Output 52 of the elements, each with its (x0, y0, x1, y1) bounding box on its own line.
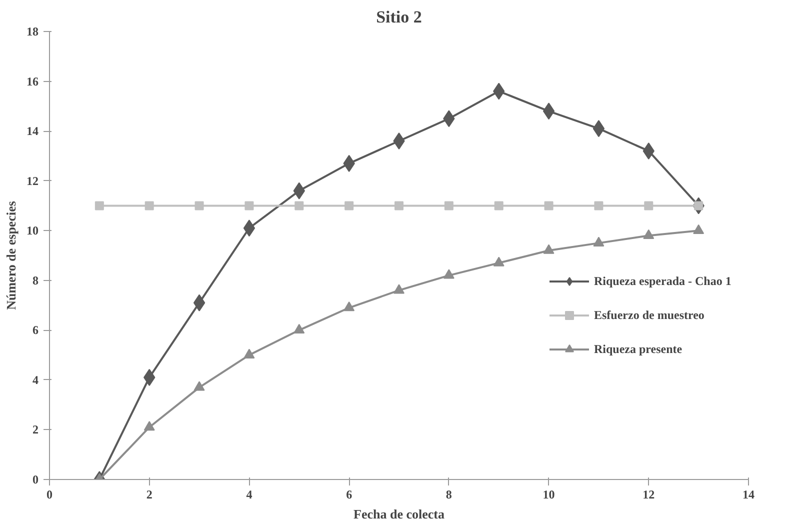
x-tick-label: 14 (742, 488, 754, 502)
point (644, 201, 654, 210)
y-tick-label: 6 (32, 323, 38, 338)
y-tick-label: 4 (32, 372, 38, 387)
point (443, 269, 454, 279)
point (444, 201, 454, 210)
point (594, 201, 604, 210)
point (94, 201, 104, 210)
x-tick-label: 4 (246, 488, 252, 502)
y-tick-label: 0 (32, 472, 38, 486)
point (643, 229, 654, 239)
point (193, 294, 206, 312)
point (344, 201, 354, 210)
y-tick-label: 14 (26, 124, 38, 138)
point (243, 220, 256, 237)
x-tick-label: 12 (642, 488, 655, 502)
point (693, 224, 704, 234)
x-tick-label: 2 (146, 488, 152, 502)
point (294, 201, 304, 210)
x-tick-label: 8 (446, 488, 452, 502)
point (194, 381, 205, 391)
point (593, 236, 604, 246)
point (394, 201, 404, 210)
point (144, 201, 154, 210)
point (144, 420, 155, 431)
y-tick-label: 2 (32, 422, 38, 437)
chart-title: Sitio 2 (376, 8, 422, 26)
point (544, 201, 554, 210)
x-tick-label: 6 (346, 488, 352, 502)
x-tick-label: 10 (542, 488, 555, 502)
x-tick-label: 0 (46, 488, 52, 502)
legend-label: Riqueza esperada - Chao 1 (594, 274, 732, 288)
legend-label: Esfuerzo de muestreo (594, 308, 704, 322)
legend-label: Riqueza presente (594, 342, 682, 356)
point (542, 102, 555, 120)
point (344, 301, 355, 312)
point (244, 348, 255, 358)
point (543, 244, 554, 254)
y-tick-label: 18 (26, 24, 38, 38)
y-tick-label: 8 (32, 273, 38, 288)
point (494, 201, 504, 210)
y-axis-title: Número de especies (4, 201, 18, 310)
y-tick-label: 12 (26, 174, 38, 188)
x-axis-title: Fecha de colecta (354, 506, 445, 522)
point (244, 201, 254, 210)
point (493, 256, 504, 266)
y-tick-label: 10 (26, 224, 38, 238)
y-tick-label: 16 (26, 74, 38, 88)
point (592, 120, 605, 138)
point (194, 201, 204, 210)
point (394, 284, 404, 294)
point (294, 324, 305, 334)
